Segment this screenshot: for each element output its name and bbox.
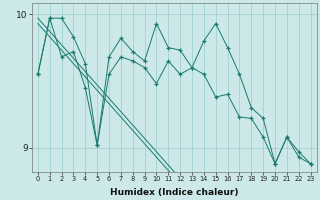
X-axis label: Humidex (Indice chaleur): Humidex (Indice chaleur) <box>110 188 238 197</box>
